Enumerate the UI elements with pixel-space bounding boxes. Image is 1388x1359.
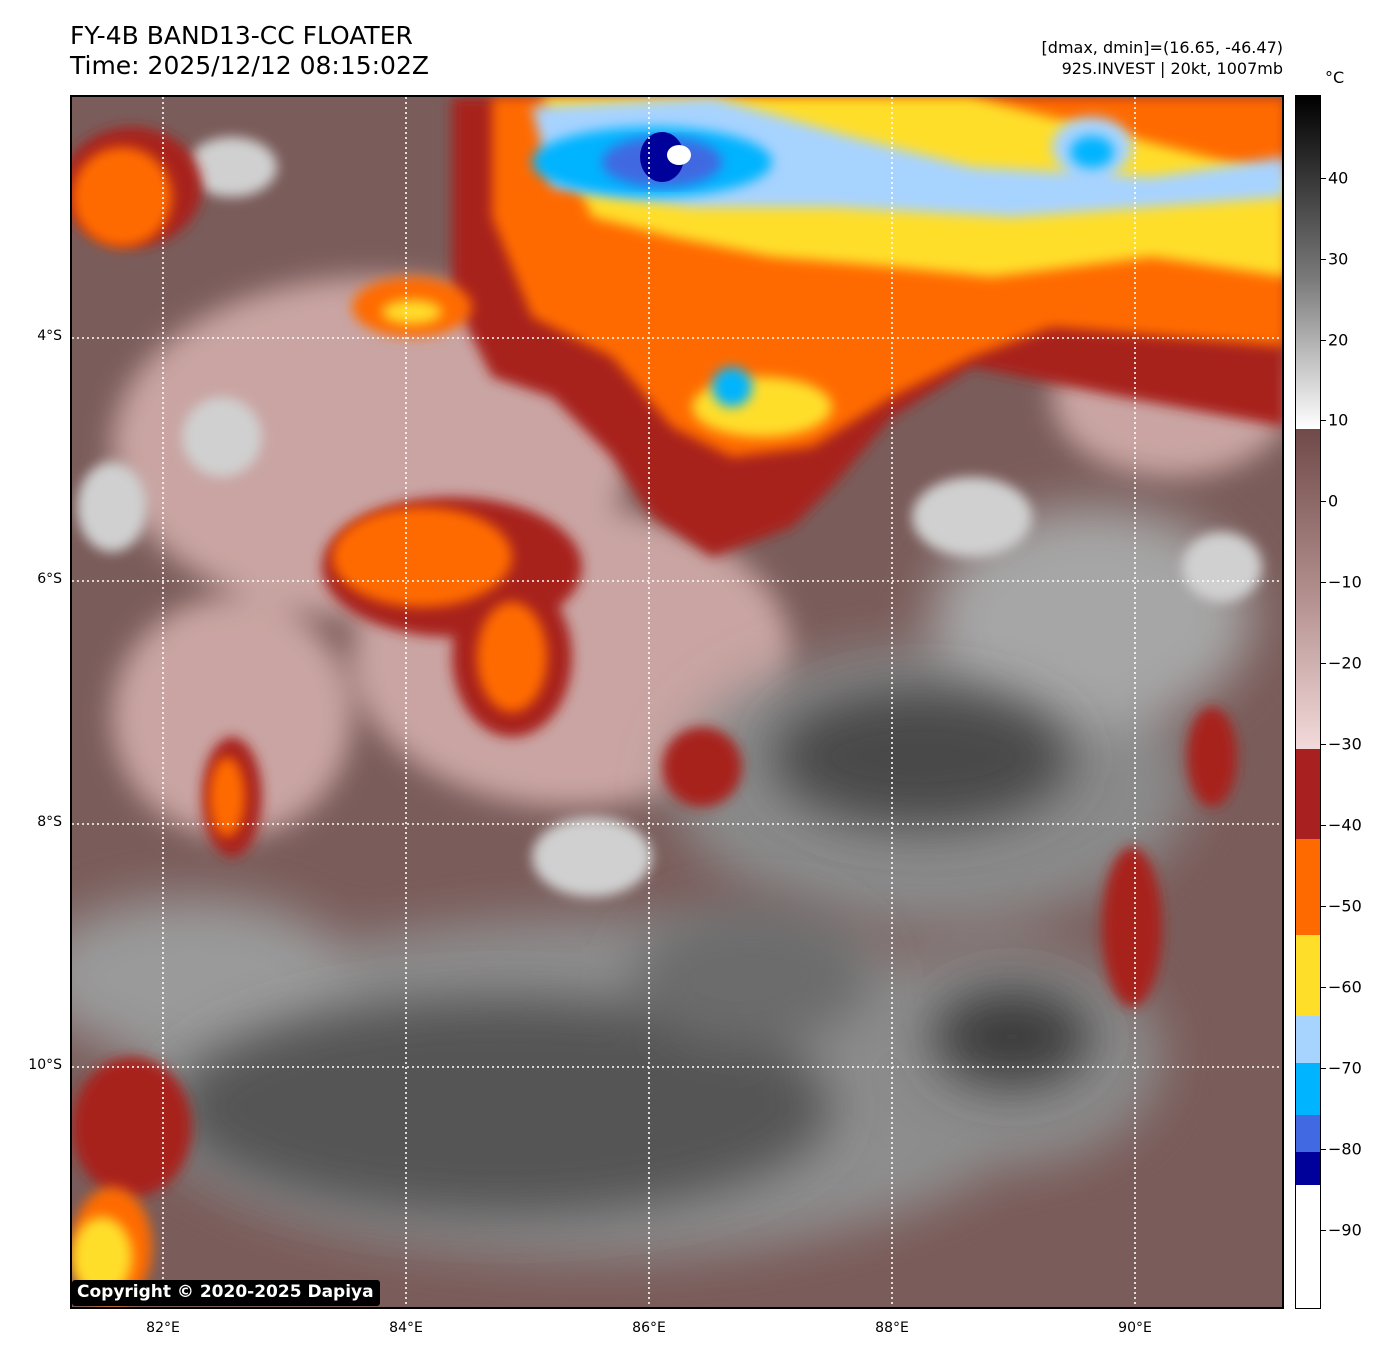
title-line-1: FY-4B BAND13-CC FLOATER xyxy=(70,21,413,50)
cbar-tick-minus20: −20 xyxy=(1328,653,1362,673)
lat-label-10s: 10°S xyxy=(28,1057,62,1073)
cbar-tick-0: 0 xyxy=(1328,491,1339,511)
cbar-tick-10: 10 xyxy=(1328,410,1349,430)
cbar-tick-minus80: −80 xyxy=(1328,1139,1362,1159)
copyright-label: Copyright © 2020-2025 Dapiya xyxy=(72,1280,380,1306)
lat-label-4s: 4°S xyxy=(37,328,62,344)
cbar-tick-20: 20 xyxy=(1328,330,1349,350)
cbar-tick-minus50: −50 xyxy=(1328,896,1362,916)
colorbar-unit: °C xyxy=(1325,68,1345,87)
satellite-imagery xyxy=(72,97,1282,1307)
satellite-map xyxy=(70,95,1284,1309)
data-range-text: [dmax, dmin]=(16.65, -46.47) xyxy=(1041,38,1283,57)
cbar-tick-minus70: −70 xyxy=(1328,1058,1362,1078)
lon-label-84e: 84°E xyxy=(389,1320,423,1336)
lat-label-6s: 6°S xyxy=(37,571,62,587)
cbar-tick-30: 30 xyxy=(1328,249,1349,269)
title-line-2: Time: 2025/12/12 08:15:02Z xyxy=(70,51,429,80)
cbar-tick-40: 40 xyxy=(1328,168,1349,188)
cbar-tick-minus30: −30 xyxy=(1328,734,1362,754)
storm-info-text: 92S.INVEST | 20kt, 1007mb xyxy=(1061,59,1283,78)
lon-label-88e: 88°E xyxy=(875,1320,909,1336)
lon-label-90e: 90°E xyxy=(1118,1320,1152,1336)
lat-label-8s: 8°S xyxy=(37,814,62,830)
lon-label-86e: 86°E xyxy=(632,1320,666,1336)
graticule xyxy=(72,97,1282,1307)
cbar-tick-minus10: −10 xyxy=(1328,572,1362,592)
colorbar xyxy=(1295,95,1321,1309)
cbar-tick-minus60: −60 xyxy=(1328,977,1362,997)
coldest-core xyxy=(640,132,684,182)
cbar-tick-minus40: −40 xyxy=(1328,815,1362,835)
cbar-tick-minus90: −90 xyxy=(1328,1220,1362,1240)
lon-label-82e: 82°E xyxy=(146,1320,180,1336)
